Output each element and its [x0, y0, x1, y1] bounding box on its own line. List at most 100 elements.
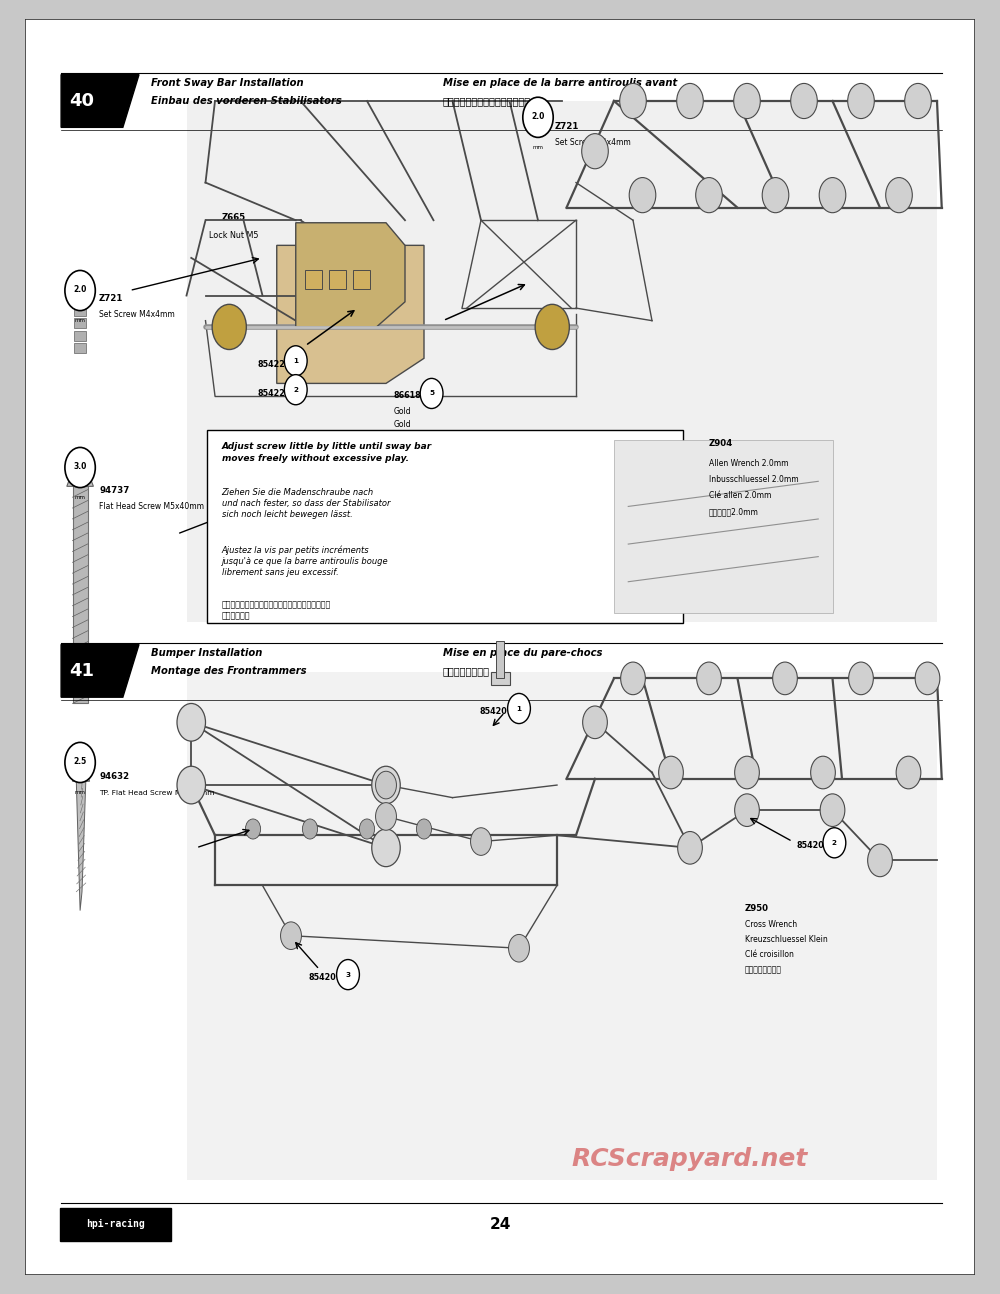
Polygon shape — [72, 769, 90, 782]
Text: 1: 1 — [293, 358, 298, 364]
FancyBboxPatch shape — [60, 1209, 171, 1241]
Text: Front Sway Bar Installation: Front Sway Bar Installation — [151, 79, 304, 88]
Text: 2.0: 2.0 — [531, 111, 545, 120]
Polygon shape — [226, 145, 261, 189]
Circle shape — [629, 177, 656, 212]
Polygon shape — [436, 515, 450, 534]
Circle shape — [868, 844, 892, 877]
Circle shape — [697, 663, 721, 695]
Bar — [74, 343, 86, 353]
FancyBboxPatch shape — [186, 672, 937, 1180]
Text: Set Screw M4x4mm: Set Screw M4x4mm — [555, 138, 631, 148]
Circle shape — [471, 828, 491, 855]
Circle shape — [773, 663, 797, 695]
Text: ゴールド: ゴールド — [394, 448, 412, 457]
Circle shape — [65, 743, 95, 783]
Circle shape — [177, 766, 206, 804]
Circle shape — [582, 133, 608, 168]
Text: 24: 24 — [489, 1216, 511, 1232]
Circle shape — [372, 766, 400, 804]
Text: 5: 5 — [429, 391, 434, 396]
Polygon shape — [455, 559, 469, 578]
Text: Adjust screw little by little until sway bar
moves freely without excessive play: Adjust screw little by little until sway… — [222, 443, 432, 463]
Text: Kreuzschluessel Klein: Kreuzschluessel Klein — [745, 936, 828, 943]
Text: 2.5: 2.5 — [73, 757, 87, 766]
Text: 94737: 94737 — [99, 485, 129, 494]
Circle shape — [735, 756, 759, 789]
Circle shape — [302, 819, 318, 839]
Text: Einbau des vorderen Stabilisators: Einbau des vorderen Stabilisators — [151, 96, 342, 106]
Text: Mise en place de la barre antiroulis avant: Mise en place de la barre antiroulis ava… — [443, 79, 677, 88]
Circle shape — [245, 819, 261, 839]
Circle shape — [508, 694, 530, 723]
Circle shape — [420, 378, 443, 409]
Text: Clé croisillon: Clé croisillon — [745, 950, 794, 959]
Circle shape — [696, 177, 722, 212]
Text: 六角レンド2.0mm: 六角レンド2.0mm — [709, 507, 759, 516]
Circle shape — [65, 270, 95, 311]
Bar — [532, 145, 544, 155]
FancyBboxPatch shape — [614, 440, 832, 613]
Text: フロントスタビライザーの取付け: フロントスタビライザーの取付け — [443, 96, 531, 106]
Text: 40: 40 — [70, 92, 94, 110]
Bar — [353, 270, 370, 290]
Circle shape — [376, 771, 396, 798]
Text: mm: mm — [75, 318, 86, 324]
Text: Cuivre: Cuivre — [394, 435, 418, 443]
Circle shape — [905, 83, 931, 119]
Text: 86618: 86618 — [394, 392, 421, 400]
Text: バンパーの取付け: バンパーの取付け — [443, 666, 490, 675]
Text: 41: 41 — [70, 661, 94, 679]
Circle shape — [791, 83, 817, 119]
Circle shape — [376, 802, 396, 831]
Text: 85422: 85422 — [258, 389, 286, 399]
Text: 1: 1 — [516, 705, 522, 712]
Circle shape — [372, 829, 400, 867]
Circle shape — [886, 177, 912, 212]
Text: 85420: 85420 — [308, 973, 336, 982]
Circle shape — [896, 756, 921, 789]
Circle shape — [848, 83, 874, 119]
Circle shape — [620, 83, 646, 119]
Polygon shape — [296, 223, 405, 327]
Bar — [532, 158, 544, 167]
Circle shape — [823, 828, 846, 858]
Text: 2: 2 — [293, 387, 298, 392]
Circle shape — [212, 304, 246, 349]
Circle shape — [583, 707, 607, 739]
Circle shape — [849, 663, 873, 695]
Circle shape — [820, 793, 845, 827]
Text: 85420: 85420 — [796, 841, 824, 850]
Text: スタビライザーが軽く動くようにネジの締め込みを
調整します。: スタビライザーが軽く動くようにネジの締め込みを 調整します。 — [222, 600, 331, 621]
Circle shape — [762, 177, 789, 212]
Text: mm: mm — [532, 145, 544, 150]
Circle shape — [177, 704, 206, 741]
Bar — [74, 305, 86, 316]
Text: Flat Head Screw M5x40mm: Flat Head Screw M5x40mm — [99, 502, 204, 511]
Text: 3: 3 — [346, 972, 351, 977]
Circle shape — [281, 921, 301, 950]
Text: ミニクロスレンチ: ミニクロスレンチ — [745, 965, 782, 974]
Circle shape — [416, 819, 432, 839]
Circle shape — [819, 177, 846, 212]
Text: Cross Wrench: Cross Wrench — [745, 920, 797, 929]
Circle shape — [915, 663, 940, 695]
Polygon shape — [61, 644, 139, 697]
Text: 94632: 94632 — [99, 771, 129, 780]
Text: Z721: Z721 — [99, 294, 123, 303]
Text: Gold: Gold — [394, 421, 411, 430]
Circle shape — [509, 934, 529, 961]
Circle shape — [284, 345, 307, 375]
FancyBboxPatch shape — [25, 19, 975, 1275]
Text: Z950: Z950 — [745, 903, 769, 912]
Bar — [455, 490, 469, 559]
Text: mm: mm — [75, 496, 86, 499]
Polygon shape — [61, 75, 139, 127]
Bar — [74, 318, 86, 329]
Circle shape — [523, 97, 553, 137]
Text: mm: mm — [75, 791, 86, 795]
Text: Z665: Z665 — [222, 214, 246, 223]
Text: RCScrapyard.net: RCScrapyard.net — [572, 1146, 808, 1171]
Text: Mise en place du pare-chocs: Mise en place du pare-chocs — [443, 648, 602, 659]
Text: Inbusschluessel 2.0mm: Inbusschluessel 2.0mm — [709, 475, 799, 484]
